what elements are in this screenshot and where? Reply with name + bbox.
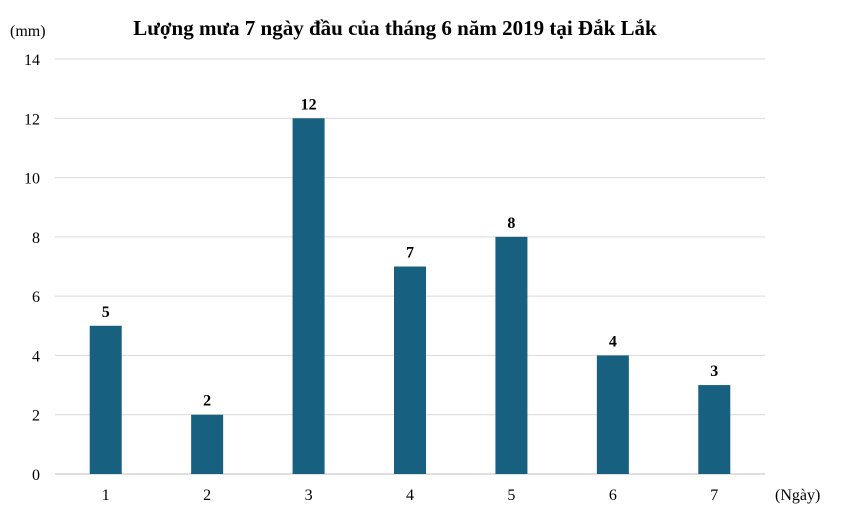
- bar: [495, 236, 528, 474]
- bar-value-label: 7: [406, 245, 414, 262]
- y-tick-label: 10: [24, 171, 40, 188]
- y-tick-label: 4: [32, 348, 40, 365]
- bar-value-label: 2: [203, 393, 211, 410]
- bar: [292, 118, 325, 475]
- x-axis-ticks: 1 2 3 4 5 6 7: [102, 487, 719, 504]
- chart-title: Lượng mưa 7 ngày đầu của tháng 6 năm 201…: [133, 16, 657, 40]
- bar-value-label: 3: [710, 363, 718, 380]
- y-tick-label: 14: [24, 52, 40, 69]
- x-tick-label: 5: [507, 487, 515, 504]
- y-tick-label: 8: [32, 230, 40, 247]
- y-axis-ticks: 0 2 4 6 8 10 12 14: [24, 52, 40, 484]
- x-tick-label: 4: [406, 487, 414, 504]
- x-axis-unit-label: (Ngày): [775, 487, 820, 504]
- bar: [89, 325, 122, 474]
- x-tick-label: 6: [609, 487, 617, 504]
- bar: [394, 266, 426, 474]
- y-tick-label: 2: [32, 408, 40, 425]
- x-tick-label: 3: [305, 487, 313, 504]
- x-tick-label: 1: [102, 487, 110, 504]
- x-tick-label: 2: [203, 487, 211, 504]
- bar: [596, 355, 629, 474]
- y-tick-label: 12: [24, 111, 40, 128]
- bar: [698, 385, 731, 474]
- y-axis-unit-label: (mm): [10, 23, 46, 40]
- bar-value-label: 8: [507, 215, 515, 232]
- y-tick-label: 6: [32, 289, 40, 306]
- bar-value-label: 4: [609, 333, 617, 350]
- bar-value-label: 5: [102, 304, 110, 321]
- x-tick-label: 7: [710, 487, 718, 504]
- y-tick-label: 0: [32, 467, 40, 484]
- bars: [89, 118, 731, 475]
- data-labels: 5 2 12 7 8 4 3: [102, 96, 719, 409]
- bar: [191, 414, 224, 474]
- bar-value-label: 12: [301, 96, 317, 113]
